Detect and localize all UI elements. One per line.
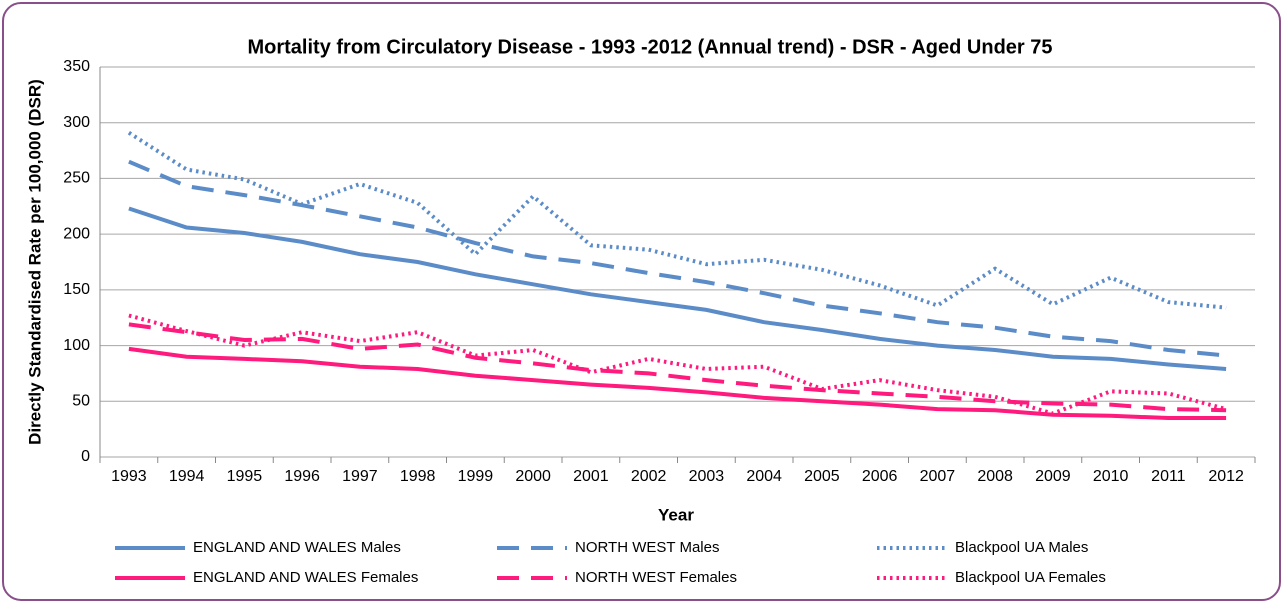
y-tick-label: 300 (63, 114, 90, 131)
x-tick-label: 2000 (515, 468, 551, 485)
legend-label: ENGLAND AND WALES Females (193, 569, 418, 586)
y-tick-label: 0 (81, 448, 90, 465)
x-tick-label: 1996 (284, 468, 320, 485)
legend-label: NORTH WEST Females (575, 569, 737, 586)
legend-label: Blackpool UA Females (955, 569, 1106, 586)
x-tick-label: 1994 (169, 468, 205, 485)
series-line (128, 159, 1227, 358)
legend-label: ENGLAND AND WALES Males (193, 539, 401, 556)
x-tick-label: 2005 (804, 468, 840, 485)
x-tick-label: 2004 (746, 468, 782, 485)
y-tick-label: 100 (63, 337, 90, 354)
y-tick-label: 200 (63, 225, 90, 242)
x-tick-label: 2009 (1035, 468, 1071, 485)
y-tick-label: 250 (63, 170, 90, 187)
chart-title: Mortality from Circulatory Disease - 199… (247, 36, 1052, 58)
x-tick-label: 1993 (111, 468, 147, 485)
x-tick-label: 2010 (1093, 468, 1129, 485)
y-axis-title: Directly Standardised Rate per 100,000 (… (25, 79, 44, 445)
x-tick-label: 2001 (573, 468, 609, 485)
legend-label: Blackpool UA Males (955, 539, 1088, 556)
series-line (128, 313, 1227, 416)
y-tick-label: 50 (72, 393, 90, 410)
x-tick-label: 2008 (977, 468, 1013, 485)
legend-label: NORTH WEST Males (575, 539, 719, 556)
x-tick-label: 2007 (920, 468, 956, 485)
x-tick-label: 2002 (631, 468, 667, 485)
x-tick-label: 1998 (400, 468, 436, 485)
series-line (128, 346, 1227, 420)
y-tick-label: 150 (63, 281, 90, 298)
x-tick-label: 1999 (458, 468, 494, 485)
series-line (128, 206, 1227, 371)
x-tick-label: 2011 (1151, 468, 1186, 485)
x-tick-label: 2006 (862, 468, 898, 485)
x-tick-label: 1997 (342, 468, 378, 485)
x-tick-label: 1995 (227, 468, 263, 485)
x-tick-label: 2003 (689, 468, 725, 485)
y-tick-label: 350 (63, 58, 90, 75)
series-line (128, 322, 1227, 413)
x-tick-label: 2012 (1208, 468, 1244, 485)
x-axis-title: Year (658, 505, 694, 524)
